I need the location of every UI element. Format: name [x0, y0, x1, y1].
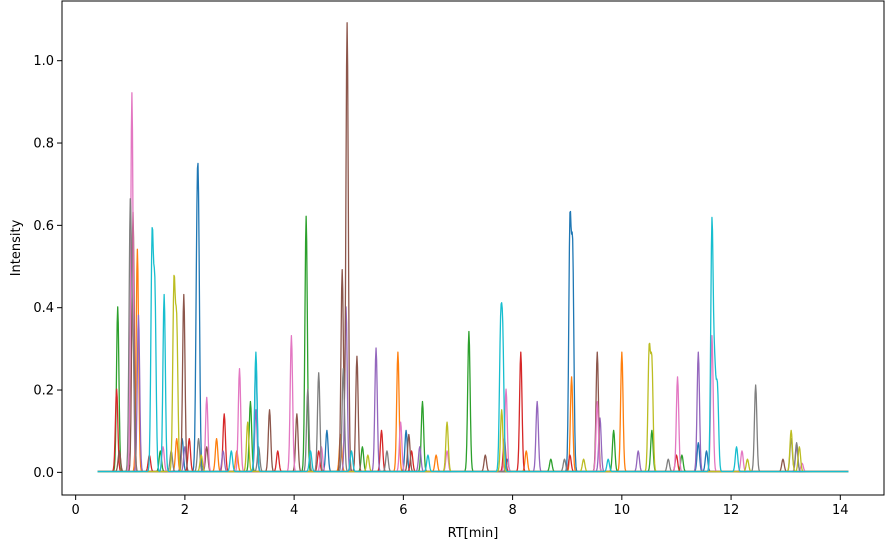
y-tick-label: 0.2 — [33, 384, 54, 399]
series-line-6 — [97, 22, 849, 473]
axes-frame — [61, 0, 885, 496]
y-tick-label: 0.8 — [33, 137, 54, 152]
x-tick-label: 6 — [399, 503, 407, 518]
series-line-8 — [97, 198, 849, 473]
x-tick-label: 4 — [290, 503, 298, 518]
series-line-7 — [97, 92, 849, 473]
x-tick-label: 14 — [832, 503, 849, 518]
series-line-5 — [97, 306, 849, 473]
series-line-3 — [97, 215, 849, 473]
series-line-1 — [97, 162, 849, 473]
x-tick-label: 2 — [181, 503, 189, 518]
y-axis-label: Intensity — [9, 219, 24, 276]
series-line-2 — [97, 248, 849, 473]
y-tick-label: 0.0 — [33, 466, 54, 481]
x-axis: 0 2 4 6 8 10 12 14 — [72, 495, 849, 518]
y-tick-label: 1.0 — [33, 54, 54, 69]
x-tick-label: 10 — [614, 503, 631, 518]
x-tick-label: 12 — [723, 503, 740, 518]
y-tick-label: 0.6 — [33, 219, 54, 234]
series-line-9 — [97, 274, 849, 473]
x-tick-label: 0 — [72, 503, 80, 518]
plot-area — [97, 22, 849, 473]
y-tick-label: 0.4 — [33, 301, 54, 316]
x-tick-label: 8 — [508, 503, 516, 518]
x-axis-label: RT[min] — [448, 526, 499, 541]
series-line-10 — [97, 216, 849, 473]
y-axis: 0.0 0.2 0.4 0.6 0.8 1.0 — [33, 54, 62, 481]
